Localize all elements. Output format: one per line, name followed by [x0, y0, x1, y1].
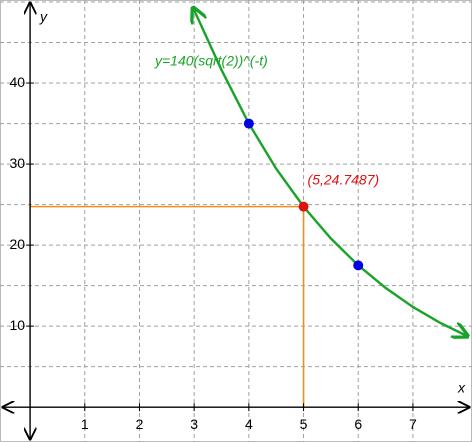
x-tick-label: 7 [409, 416, 417, 432]
x-tick-label: 6 [354, 416, 362, 432]
point [353, 260, 364, 271]
curve [193, 8, 468, 337]
x-axis-label: x [457, 380, 466, 396]
x-tick-label: 2 [136, 416, 144, 432]
y-tick-label: 10 [10, 317, 26, 333]
x-tick-label: 4 [245, 416, 253, 432]
y-tick-label: 20 [10, 236, 26, 252]
x-tick-label: 3 [190, 416, 198, 432]
point-label: (5,24.7487) [308, 171, 380, 187]
point [243, 118, 254, 129]
x-tick-label: 1 [81, 416, 89, 432]
formula: y=140(sqrt(2))^(-t) [154, 53, 268, 69]
x-tick-label: 5 [300, 416, 308, 432]
y-tick-label: 30 [10, 155, 26, 171]
y-tick-label: 40 [10, 74, 26, 90]
point [298, 201, 309, 212]
y-axis-label: y [39, 9, 48, 25]
